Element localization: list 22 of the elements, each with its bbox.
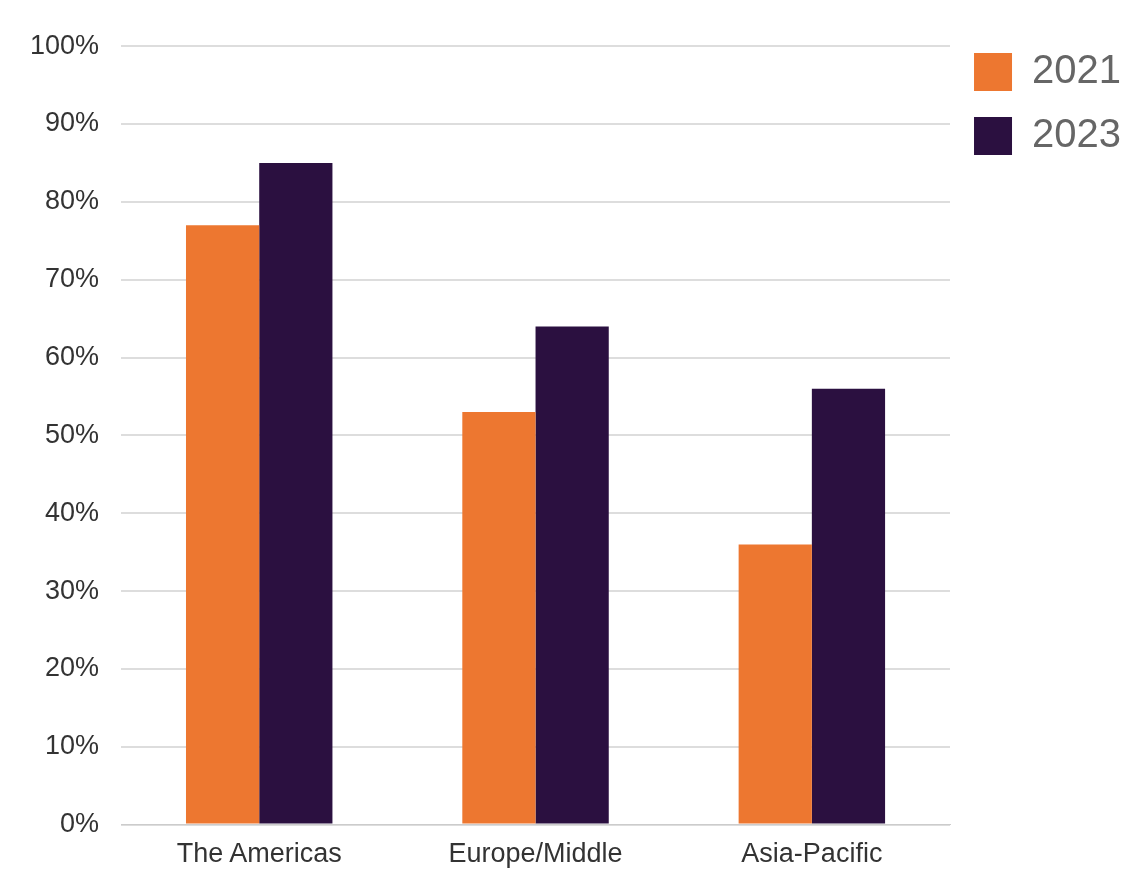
legend-label: 2023 (1032, 111, 1121, 156)
y-tick-label: 0% (60, 808, 100, 839)
legend-label: 2021 (1032, 47, 1121, 92)
y-tick-label: 60% (45, 341, 100, 372)
y-tick-label: 30% (45, 574, 100, 605)
bar (738, 544, 812, 824)
bar (185, 225, 260, 824)
bar (535, 326, 609, 824)
x-tick-label: Asia-Pacific (741, 838, 883, 869)
y-tick-label: 10% (45, 730, 100, 761)
bar (259, 162, 333, 824)
y-tick-label: 80% (45, 185, 100, 216)
x-tick-label: Europe/Middle (448, 838, 623, 869)
y-tick-label: 20% (45, 652, 100, 683)
y-tick-label: 70% (45, 263, 100, 294)
bar (811, 388, 886, 824)
y-tick-label: 90% (45, 107, 100, 138)
y-tick-label: 100% (29, 29, 100, 60)
bar (462, 412, 536, 824)
y-tick-label: 40% (45, 496, 100, 527)
x-tick-label: The Americas (176, 838, 342, 869)
y-tick-label: 50% (45, 418, 100, 449)
